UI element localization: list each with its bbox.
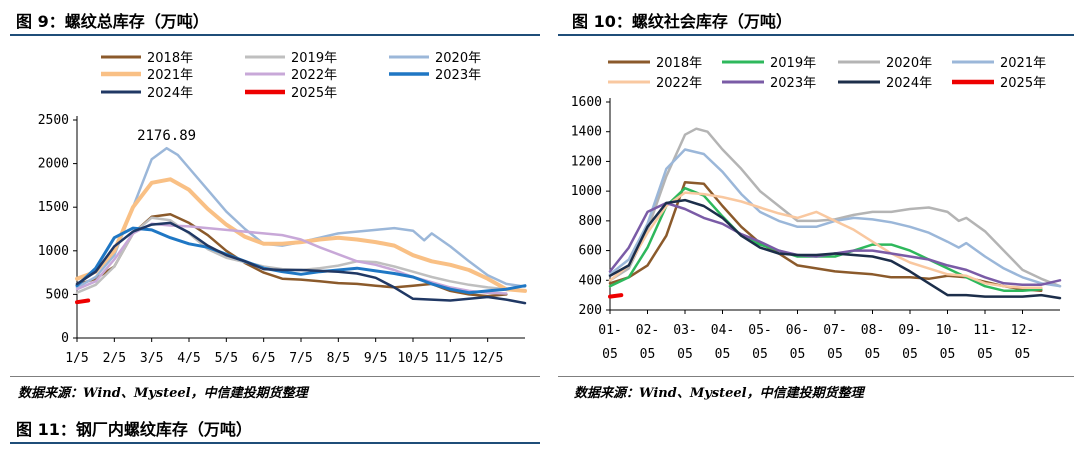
- chart-social-rebar-inventory: 200 400 600 800 1000 1200 1400 1600 01-05 02-05 03…: [571, 56, 1062, 362]
- legend-label: 2020年: [435, 51, 481, 66]
- x-tick-label: 08-05: [861, 323, 884, 362]
- y-tick-label: 1500: [38, 200, 69, 215]
- series-line-2021年: [75, 177, 527, 293]
- legend-label: 2023年: [435, 68, 481, 83]
- x-tick-label: 7/5: [289, 351, 312, 366]
- legend-label: 2022年: [291, 68, 337, 83]
- chart-total-rebar-inventory: 0 500 1000 1500 2000 2500 1/5 2/5 3/5 4/5 5/5 6/5 7/…: [38, 51, 527, 366]
- x-tick-label: 11/5: [435, 351, 466, 366]
- x-tick-label: 9/5: [364, 351, 387, 366]
- legend-label: 2022年: [656, 76, 702, 91]
- series-line-2025年: [75, 298, 91, 305]
- legend-label: 2023年: [770, 76, 816, 91]
- left-source-rule: [10, 376, 540, 377]
- x-tick-label: 02-05: [636, 323, 659, 362]
- fig10-title: 图 10：螺纹社会库存（万吨）: [572, 12, 792, 31]
- legend-label: 2020年: [886, 56, 932, 71]
- legend-label: 2021年: [147, 68, 193, 83]
- x-tick-label: 05-05: [748, 323, 771, 362]
- legend-label: 2018年: [147, 51, 193, 66]
- legend-label: 2024年: [147, 86, 193, 101]
- series-line-2020年: [608, 127, 1062, 288]
- legend-label: 2018年: [656, 56, 702, 71]
- x-tick-label: 12-05: [1011, 323, 1034, 362]
- y-tick-label: 1400: [571, 125, 602, 140]
- right-source-note: 数据来源：Wind、Mysteel，中信建投期货整理: [574, 386, 864, 401]
- fig9-title: 图 9：螺纹总库存（万吨）: [16, 12, 209, 31]
- legend-label: 2024年: [886, 76, 932, 91]
- series-line-2021年: [608, 148, 1062, 288]
- x-tick-label: 5/5: [215, 351, 238, 366]
- y-tick-label: 0: [61, 331, 69, 346]
- y-tick-label: 800: [579, 214, 602, 229]
- peak-annotation: 2176.89: [137, 128, 196, 144]
- fig9-title-rule: [10, 34, 540, 36]
- x-tick-label: 03-05: [673, 323, 696, 362]
- y-tick-label: 2000: [38, 157, 69, 172]
- x-tick-label: 3/5: [140, 351, 163, 366]
- left-source-note: 数据来源：Wind、Mysteel，中信建投期货整理: [18, 386, 308, 401]
- x-tick-label: 07-05: [823, 323, 846, 362]
- y-tick-label: 600: [579, 244, 602, 259]
- y-tick-label: 1000: [38, 244, 69, 259]
- x-tick-label: 1/5: [65, 351, 88, 366]
- x-tick-label: 06-05: [786, 323, 809, 362]
- right-source-rule: [558, 376, 1074, 377]
- y-tick-label: 500: [46, 287, 69, 302]
- legend-label: 2019年: [291, 51, 337, 66]
- x-tick-label: 8/5: [327, 351, 350, 366]
- x-tick-label: 09-05: [898, 323, 921, 362]
- fig11-title: 图 11：钢厂内螺纹库存（万吨）: [16, 420, 252, 439]
- x-tick-label: 6/5: [252, 351, 275, 366]
- x-tick-label: 12/5: [472, 351, 503, 366]
- legend-label: 2025年: [291, 86, 337, 101]
- x-tick-label: 4/5: [177, 351, 200, 366]
- series-line-2025年: [608, 293, 624, 299]
- series-line-2022年: [608, 191, 1043, 289]
- fig11-title-rule: [10, 442, 540, 444]
- y-tick-label: 400: [579, 273, 602, 288]
- series-line-2024年: [608, 198, 1062, 300]
- series-line-2023年: [75, 226, 527, 295]
- legend-label: 2025年: [1000, 76, 1046, 91]
- x-tick-label: 01-05: [598, 323, 621, 362]
- series-line-2024年: [75, 221, 527, 305]
- y-tick-label: 1000: [571, 184, 602, 199]
- x-tick-label: 10-05: [936, 323, 959, 362]
- x-tick-label: 2/5: [103, 351, 126, 366]
- x-tick-label: 10/5: [397, 351, 428, 366]
- series-line-2022年: [75, 222, 508, 295]
- fig10-title-rule: [558, 34, 1074, 36]
- x-tick-label: 11-05: [973, 323, 996, 362]
- series-line-2019年: [608, 186, 1043, 292]
- y-tick-label: 1200: [571, 154, 602, 169]
- y-tick-label: 200: [579, 303, 602, 318]
- x-tick-label: 04-05: [711, 323, 734, 362]
- y-tick-label: 2500: [38, 113, 69, 128]
- legend-label: 2019年: [770, 56, 816, 71]
- y-tick-label: 1600: [571, 95, 602, 110]
- legend-label: 2021年: [1000, 56, 1046, 71]
